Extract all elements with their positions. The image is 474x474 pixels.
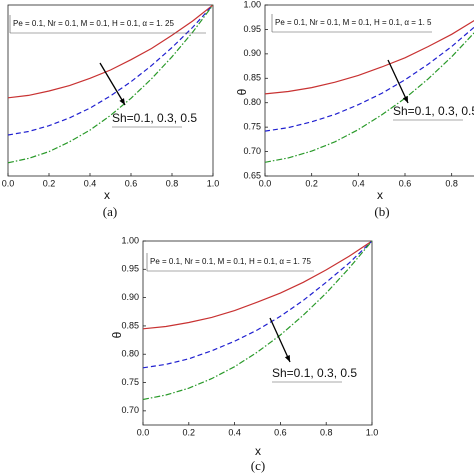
panel-label: (b) [374, 204, 389, 219]
y-tick-label: 0.80 [243, 97, 261, 107]
y-tick-label: 0.95 [243, 24, 261, 34]
curve [8, 5, 213, 136]
lines [143, 241, 372, 401]
arrow [269, 317, 291, 363]
x-tick-label: 0.0 [259, 178, 272, 188]
x-tick-label: 1.0 [207, 178, 220, 188]
annotation: Pe = 0.1, Nr = 0.1, M = 0.1, H = 0.1, α … [150, 257, 311, 266]
arrow-label: Sh=0.1, 0.3, 0.5 [272, 366, 357, 380]
annotation: Pe = 0.1, Nr = 0.1, M = 0.1, H = 0.1, α … [275, 18, 432, 27]
x-tick-label: 0.4 [228, 427, 241, 437]
y-tick-label: 0.80 [121, 349, 139, 359]
x-tick-label: 0.8 [445, 178, 458, 188]
curve [8, 5, 213, 164]
x-axis-label: x [377, 188, 383, 202]
x-tick-label: 0.4 [352, 178, 365, 188]
x-tick-label: 0.0 [137, 427, 150, 437]
arrow-label: Sh=0.1, 0.3, 0.5 [393, 104, 474, 118]
x-tick-label: 0.2 [43, 178, 56, 188]
curve [265, 32, 474, 163]
lines [8, 5, 213, 164]
y-tick-label: 0.75 [121, 377, 139, 387]
annotation: Pe = 0.1, Nr = 0.1, M = 0.1, H = 0.1, α … [13, 19, 174, 28]
y-tick-label: 0.70 [243, 146, 261, 156]
y-tick-label: 0.65 [243, 170, 261, 180]
plot-frame [264, 4, 474, 177]
curve [265, 20, 474, 95]
y-tick-label: 1.00 [121, 235, 139, 245]
arrow [99, 62, 126, 106]
y-tick-label: 0.85 [121, 320, 139, 330]
plot-frame [7, 4, 214, 177]
y-tick-label: 0.70 [121, 405, 139, 415]
panel-label: (a) [103, 204, 117, 219]
x-tick-label: 0.8 [166, 178, 179, 188]
x-tick-label: 1.0 [366, 427, 379, 437]
x-tick-label: 0.6 [399, 178, 412, 188]
y-axis-label: θ [110, 331, 124, 338]
arrow [387, 59, 409, 104]
arrow-head [284, 355, 290, 362]
x-tick-label: 0.2 [183, 427, 196, 437]
curve [265, 26, 474, 132]
arrow-head [119, 98, 125, 105]
y-tick-label: 0.75 [243, 122, 261, 132]
x-tick-label: 0.8 [320, 427, 333, 437]
lines [265, 20, 474, 163]
plot-frame [142, 240, 373, 426]
y-axis-label: θ [235, 88, 249, 95]
x-tick-label: 0.0 [2, 178, 15, 188]
curve [143, 241, 372, 401]
y-tick-label: 0.95 [121, 264, 139, 274]
y-tick-label: 0.90 [243, 48, 261, 58]
curve [8, 5, 213, 99]
x-axis-label: x [104, 188, 110, 202]
arrow-label: Sh=0.1, 0.3, 0.5 [112, 111, 197, 125]
x-tick-label: 0.2 [305, 178, 318, 188]
arrow-head [402, 96, 408, 103]
curve [143, 241, 372, 330]
panel-label: (c) [251, 458, 265, 473]
y-tick-label: 1.00 [243, 0, 261, 9]
curve [143, 241, 372, 369]
x-tick-label: 0.4 [84, 178, 97, 188]
x-axis-label: x [255, 444, 261, 458]
y-tick-label: 0.85 [243, 73, 261, 83]
x-tick-label: 0.6 [125, 178, 138, 188]
x-tick-label: 0.6 [274, 427, 287, 437]
y-tick-label: 0.90 [121, 292, 139, 302]
